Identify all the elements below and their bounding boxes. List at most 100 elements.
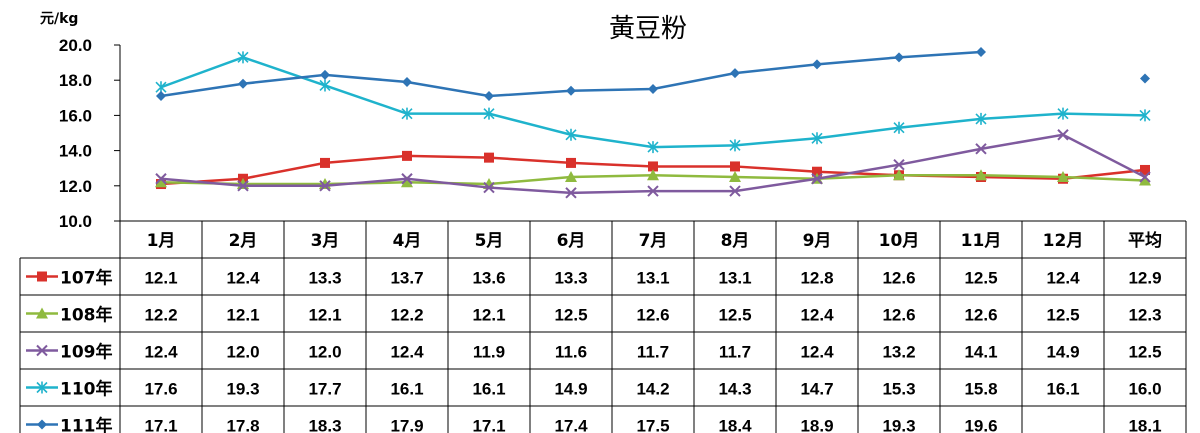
plot-area: [155, 47, 1151, 199]
data-label: 11.9: [473, 343, 505, 362]
data-label: 19.3: [882, 417, 915, 433]
data-point: [320, 69, 330, 80]
data-point: [893, 121, 905, 134]
data-label: 12.4: [390, 343, 424, 362]
data-point: [401, 173, 413, 185]
data-point: [402, 150, 412, 161]
data-label: 11.7: [637, 343, 669, 362]
data-label: 14.7: [800, 380, 833, 399]
data-point: [976, 47, 986, 58]
series-111年: [156, 47, 1150, 102]
x-tick-label: 平均: [1128, 230, 1162, 251]
legend-label: 109年: [60, 342, 113, 363]
legend-label: 110年: [60, 379, 113, 400]
data-point: [812, 59, 822, 70]
data-label: 17.9: [390, 417, 423, 433]
data-label: 16.0: [1128, 380, 1161, 399]
data-table: 1月 2月 3月 4月 5月 6月 7月 8月 9月 10月 11月 12月 平均 107年 12.1 12.…: [19, 220, 1187, 433]
data-label: 12.0: [226, 343, 259, 362]
x-tick-label: 7月: [639, 231, 668, 251]
data-point: [484, 152, 494, 163]
data-point: [647, 185, 659, 197]
data-label: 17.7: [308, 380, 341, 399]
data-point: [155, 173, 167, 185]
y-tick-label: 18.0: [59, 71, 92, 90]
data-label: 14.9: [554, 380, 587, 399]
data-label: 12.4: [1046, 269, 1080, 288]
legend-key-109年: [26, 344, 58, 357]
data-label: 11.7: [719, 343, 751, 362]
data-label: 13.3: [554, 269, 587, 288]
data-label: 13.3: [308, 269, 341, 288]
x-tick-label: 2月: [229, 231, 258, 251]
data-point: [894, 52, 904, 63]
data-point: [566, 85, 576, 96]
data-point: [565, 128, 577, 141]
x-tick-label: 8月: [721, 231, 750, 251]
y-tick-label: 16.0: [59, 106, 92, 125]
data-point: [1140, 73, 1150, 84]
data-label: 12.9: [1128, 269, 1161, 288]
data-label: 14.3: [718, 380, 751, 399]
x-tick-label: 11月: [961, 231, 1002, 251]
data-label: 12.4: [144, 343, 178, 362]
x-tick-label: 4月: [393, 231, 422, 251]
x-tick-label: 5月: [475, 231, 504, 251]
data-label: 13.6: [472, 269, 505, 288]
data-point: [729, 139, 741, 152]
data-point: [484, 91, 494, 102]
data-point: [401, 176, 413, 188]
data-point: [37, 271, 47, 282]
data-label: 12.5: [1046, 306, 1079, 325]
data-point: [565, 187, 577, 199]
data-label: 18.9: [800, 417, 833, 433]
data-label: 12.4: [800, 306, 834, 325]
data-label: 12.5: [718, 306, 751, 325]
data-point: [975, 169, 987, 181]
legend-key-111年: [26, 419, 58, 430]
y-tick-label: 20.0: [59, 36, 92, 55]
data-label: 18.4: [718, 417, 752, 433]
data-label: 17.6: [144, 380, 177, 399]
data-label: 12.1: [472, 306, 505, 325]
legend-key-107年: [26, 271, 58, 282]
data-point: [893, 169, 905, 181]
data-point: [319, 180, 331, 192]
data-label: 12.6: [964, 306, 997, 325]
legend-label: 111年: [60, 416, 113, 433]
data-label: 12.4: [800, 343, 834, 362]
x-tick-label: 12月: [1043, 231, 1084, 251]
y-tick-label: 14.0: [59, 142, 92, 161]
data-point: [893, 158, 905, 171]
data-label: 19.3: [226, 380, 259, 399]
data-point: [402, 76, 412, 87]
data-point: [811, 173, 823, 185]
data-label: 12.5: [1128, 343, 1161, 362]
data-point: [812, 166, 822, 177]
data-point: [1140, 164, 1150, 175]
data-label: 13.7: [390, 269, 423, 288]
data-point: [811, 132, 823, 145]
data-label: 16.1: [472, 380, 505, 399]
data-point: [401, 107, 413, 120]
data-point: [37, 419, 47, 430]
series-109年: [155, 129, 1151, 199]
data-label: 11.6: [555, 343, 587, 362]
data-point: [237, 180, 249, 192]
data-label: 12.1: [308, 306, 341, 325]
data-point: [1057, 107, 1069, 120]
data-label: 14.1: [964, 343, 997, 362]
data-point: [156, 91, 166, 102]
legend-label: 108年: [60, 305, 113, 326]
data-point: [648, 84, 658, 94]
data-point: [319, 79, 331, 92]
legend-key-108年: [26, 307, 58, 319]
data-label: 12.1: [144, 269, 177, 288]
data-point: [1057, 171, 1069, 182]
data-label: 12.6: [882, 269, 915, 288]
data-label: 17.5: [636, 417, 669, 433]
chart-title: 黃豆粉: [609, 14, 687, 44]
data-point: [155, 176, 167, 188]
data-point: [1057, 129, 1069, 141]
